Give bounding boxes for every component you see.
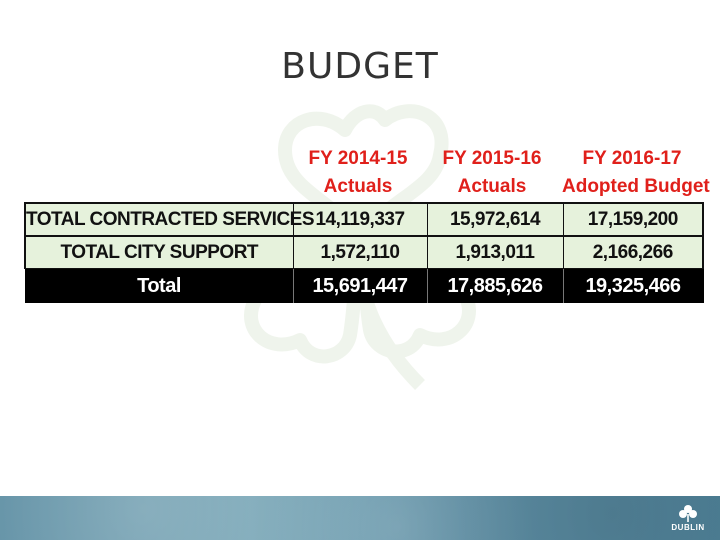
column-header-fy2014: FY 2014-15 Actuals xyxy=(292,145,424,201)
total-row: Total 15,691,447 17,885,626 19,325,466 xyxy=(24,268,704,303)
column-header-fy2016: FY 2016-17 Adopted Budget xyxy=(562,145,710,201)
total-label: Total xyxy=(24,268,294,303)
footer-texture xyxy=(0,496,720,540)
column-header-year: FY 2014-15 xyxy=(308,148,408,169)
table-cell: 1,913,011 xyxy=(426,235,564,269)
column-header-fy2015: FY 2015-16 Actuals xyxy=(426,145,558,201)
logo-text: DUBLIN xyxy=(671,523,705,532)
slide-title: BUDGET xyxy=(281,46,439,87)
column-header-year: FY 2015-16 xyxy=(442,148,542,169)
shamrock-icon xyxy=(679,505,697,522)
budget-table: TOTAL CONTRACTED SERVICES 14,119,337 15,… xyxy=(24,202,704,303)
table-cell: 14,119,337 xyxy=(292,202,428,237)
column-header-year: FY 2016-17 xyxy=(582,148,682,169)
footer-band xyxy=(0,496,720,540)
table-row: TOTAL CONTRACTED SERVICES 14,119,337 15,… xyxy=(24,202,704,237)
total-cell: 19,325,466 xyxy=(562,268,704,303)
column-header-type: Actuals xyxy=(323,176,393,197)
dublin-logo: DUBLIN xyxy=(668,504,708,538)
column-header-type: Actuals xyxy=(457,176,527,197)
total-cell: 17,885,626 xyxy=(426,268,564,303)
total-cell: 15,691,447 xyxy=(292,268,428,303)
table-cell: 1,572,110 xyxy=(292,235,428,269)
column-headers: FY 2014-15 Actuals FY 2015-16 Actuals FY… xyxy=(292,145,710,201)
table-cell: 2,166,266 xyxy=(562,235,704,269)
column-header-type: Adopted Budget xyxy=(562,176,710,197)
table-row: TOTAL CITY SUPPORT 1,572,110 1,913,011 2… xyxy=(24,235,704,269)
row-label: TOTAL CONTRACTED SERVICES xyxy=(24,202,315,237)
row-label: TOTAL CITY SUPPORT xyxy=(24,235,294,269)
table-cell: 15,972,614 xyxy=(426,202,564,237)
table-cell: 17,159,200 xyxy=(562,202,704,237)
